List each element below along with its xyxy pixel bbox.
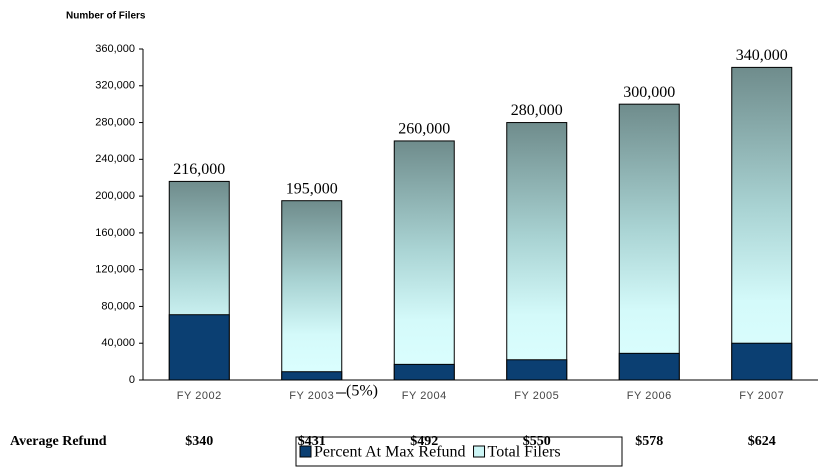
- legend-swatch: [473, 445, 486, 458]
- y-tick-label: 240,000: [95, 153, 135, 165]
- bar: [731, 66, 793, 381]
- y-axis-label: Number of Filers: [66, 11, 146, 22]
- y-tick-label: 160,000: [95, 227, 135, 239]
- bar: [506, 122, 568, 381]
- y-tick-label: 280,000: [95, 116, 135, 128]
- value-label: 260,000: [398, 121, 450, 138]
- bar: [281, 200, 343, 381]
- legend-box: [295, 436, 623, 467]
- y-tick-label: 360,000: [95, 43, 135, 55]
- y-tick-label: 200,000: [95, 190, 135, 202]
- refund-value: $340: [185, 434, 213, 449]
- x-tick-label: FY 2007: [739, 390, 784, 402]
- x-tick-label: FY 2002: [177, 390, 222, 402]
- legend-label: Total Filers: [488, 444, 561, 461]
- y-tick-label: 320,000: [95, 80, 135, 92]
- legend-swatch: [299, 445, 312, 458]
- refund-value: $492: [410, 434, 438, 449]
- refund-value: $550: [523, 434, 551, 449]
- bar: [393, 363, 455, 381]
- bar: [506, 359, 568, 381]
- bar: [618, 352, 680, 381]
- y-tick-label: 40,000: [101, 337, 135, 349]
- y-tick-label: 120,000: [95, 264, 135, 276]
- refund-value: $624: [748, 434, 776, 449]
- bar: [168, 314, 230, 381]
- y-tick-label: 0: [129, 374, 135, 386]
- y-tick-label: 80,000: [101, 300, 135, 312]
- x-tick-label: FY 2005: [514, 390, 559, 402]
- bar: [393, 140, 455, 381]
- value-label: 300,000: [623, 84, 675, 101]
- annotation: (5%): [346, 383, 378, 400]
- value-label: 195,000: [286, 180, 338, 197]
- value-label: 280,000: [511, 102, 563, 119]
- refund-value: $431: [298, 434, 326, 449]
- value-label: 340,000: [736, 47, 788, 64]
- x-tick-label: FY 2003: [289, 390, 334, 402]
- legend-label: Percent At Max Refund: [314, 444, 466, 461]
- bar: [731, 342, 793, 381]
- refund-label: Average Refund: [10, 434, 107, 449]
- x-tick-label: FY 2006: [627, 390, 672, 402]
- value-label: 216,000: [173, 161, 225, 178]
- bar: [281, 371, 343, 381]
- bar: [618, 103, 680, 381]
- x-tick-label: FY 2004: [402, 390, 447, 402]
- refund-value: $578: [635, 434, 663, 449]
